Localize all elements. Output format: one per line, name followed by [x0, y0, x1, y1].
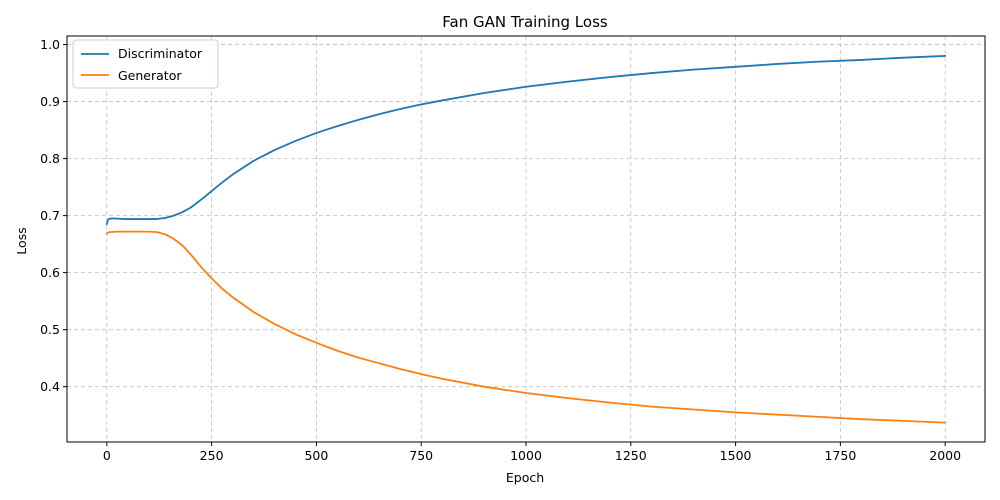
x-tick-label: 500: [304, 448, 328, 463]
x-tick-label: 1750: [824, 448, 856, 463]
series-line-generator: [105, 230, 947, 424]
legend-box: [72, 39, 219, 89]
y-tick-label: 0.7: [40, 208, 60, 223]
y-tick-label: 1.0: [40, 37, 60, 52]
x-tick-label: 250: [200, 448, 224, 463]
x-tick-label: 1000: [510, 448, 542, 463]
x-tick-label: 2000: [929, 448, 961, 463]
legend: Discriminator Generator: [72, 39, 219, 89]
axis-ticks: 0 250 500 750 1000 1250 1500 1750 2000 0.4 0.5 0.6 0…: [40, 37, 961, 463]
legend-label-generator: Generator: [118, 68, 182, 83]
y-axis-label: Loss: [14, 227, 29, 254]
x-tick-label: 750: [409, 448, 433, 463]
y-tick-label: 0.6: [40, 265, 60, 280]
y-tick-label: 0.8: [40, 151, 60, 166]
x-axis-label: Epoch: [506, 470, 544, 485]
y-tick-label: 0.9: [40, 94, 60, 109]
x-tick-label: 1250: [615, 448, 647, 463]
series-lines: [105, 55, 947, 424]
x-tick-label: 0: [103, 448, 111, 463]
y-tick-label: 0.5: [40, 322, 60, 337]
chart-title: Fan GAN Training Loss: [442, 13, 608, 31]
series-line-discriminator: [105, 55, 947, 226]
x-tick-label: 1500: [720, 448, 752, 463]
y-tick-label: 0.4: [40, 379, 60, 394]
legend-label-discriminator: Discriminator: [118, 46, 203, 61]
